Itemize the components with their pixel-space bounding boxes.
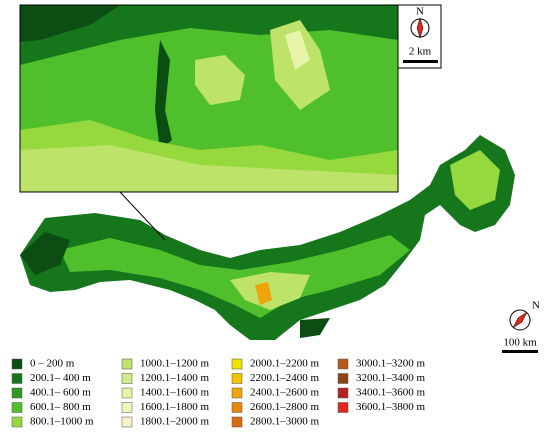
legend-label: 3600.1–3800 m: [356, 401, 426, 413]
inset-scale-label: 2 km: [409, 46, 432, 58]
legend-label: 3400.1–3600 m: [356, 387, 426, 399]
legend-label: 400.1– 600 m: [30, 387, 91, 399]
legend-swatch: [11, 402, 23, 413]
main-map: [20, 135, 515, 340]
legend-label: 600.1– 800 m: [30, 401, 91, 413]
legend-swatch: [337, 402, 349, 413]
legend-swatch: [231, 387, 243, 399]
legend-label: 1200.1–1400 m: [140, 372, 210, 384]
legend-swatch: [337, 358, 349, 370]
legend-swatch: [121, 373, 133, 384]
legend-swatch: [337, 373, 349, 384]
legend-label: 2600.1–2800 m: [250, 401, 320, 413]
legend-label: 1000.1–1200 m: [140, 358, 210, 370]
legend-swatch: [231, 358, 243, 370]
legend-label: 1800.1–2000 m: [140, 416, 210, 428]
main-north: N: [532, 300, 540, 312]
legend-label: 1400.1–1600 m: [140, 387, 210, 399]
legend: 0 – 200 m 200.1– 400 m 400.1– 600 m 600.1– …: [11, 358, 426, 428]
legend-swatch: [231, 402, 243, 413]
legend-swatch: [121, 416, 133, 428]
legend-label: 3200.1–3400 m: [356, 372, 426, 384]
legend-label: 1600.1–1800 m: [140, 401, 210, 413]
legend-label: 2800.1–3000 m: [250, 416, 320, 428]
legend-label: 800.1–1000 m: [30, 416, 94, 428]
legend-swatch: [11, 358, 23, 370]
legend-swatch: [337, 387, 349, 399]
legend-swatch: [121, 402, 133, 413]
legend-label: 3000.1–3200 m: [356, 358, 426, 370]
legend-swatch: [11, 373, 23, 384]
legend-swatch: [121, 387, 133, 399]
legend-label: 200.1– 400 m: [30, 372, 91, 384]
legend-label: 2200.1–2400 m: [250, 372, 320, 384]
legend-label: 0 – 200 m: [30, 358, 75, 370]
legend-swatch: [231, 373, 243, 384]
main-scale-label: 100 km: [503, 337, 537, 349]
legend-swatch: [11, 416, 23, 428]
legend-swatch: [231, 416, 243, 428]
legend-swatch: [11, 387, 23, 399]
inset-north: N: [416, 6, 424, 18]
legend-swatch: [121, 358, 133, 370]
inset-map: N 2 km: [19, 4, 442, 241]
legend-label: 2000.1–2200 m: [250, 358, 320, 370]
legend-label: 2400.1–2600 m: [250, 387, 320, 399]
